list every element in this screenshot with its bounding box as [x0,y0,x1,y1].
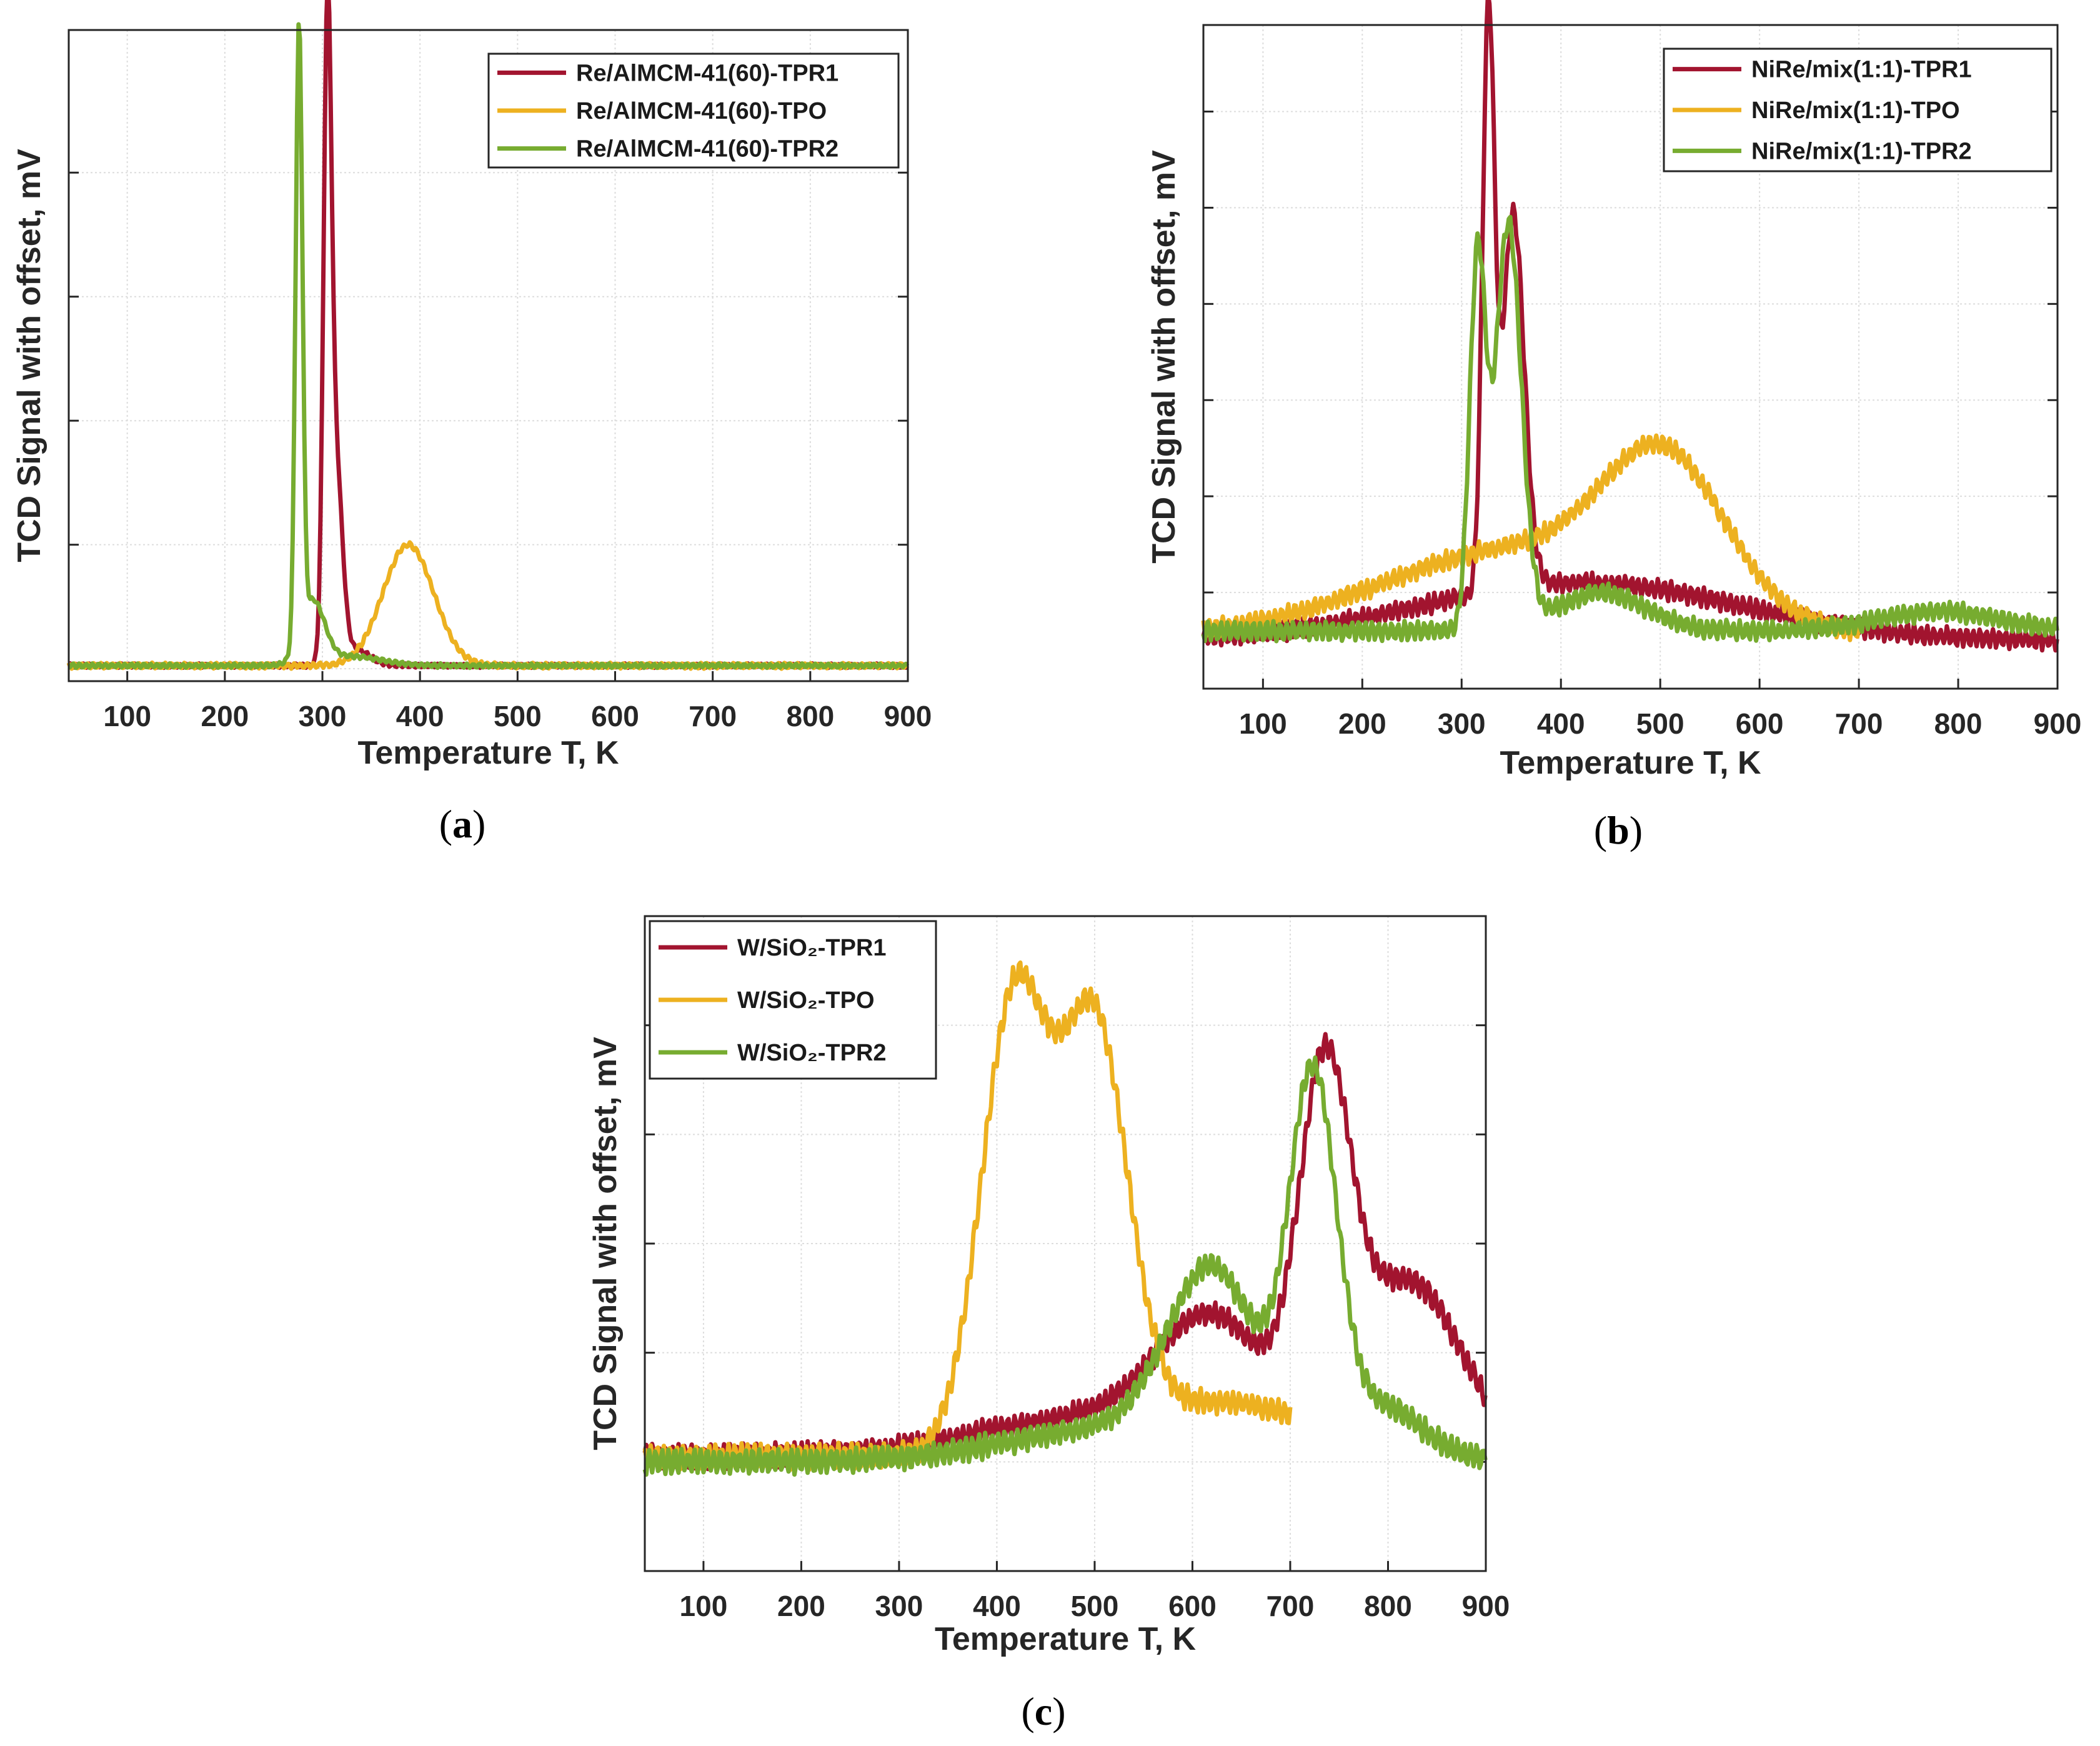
y-axis-label: TCD Signal with offset, mV [1146,150,1182,564]
x-axis-label: Temperature T, K [1500,745,1761,781]
y-axis-label: TCD Signal with offset, mV [11,149,47,562]
legend-label: W/SiO₂-TPR2 [737,1040,887,1066]
x-tick-label: 800 [786,700,834,732]
legend-label: Re/AlMCM-41(60)-TPO [576,98,827,124]
x-tick-label: 500 [1636,707,1684,740]
series-line-tpr2 [1201,214,2059,644]
series-line-tpo [66,540,909,671]
x-tick-label: 200 [777,1590,825,1622]
y-axis-label: TCD Signal with offset, mV [587,1037,624,1450]
x-tick-label: 600 [1168,1590,1217,1622]
x-tick-label: 400 [973,1590,1021,1622]
series-line-tpr1 [642,1032,1488,1472]
chart-b: 100 200 300 400 500 600 700 800 900 Temperature T… [1146,0,2081,852]
plot-frame [644,915,1487,1572]
x-tick-label: 100 [103,700,151,732]
x-tick-label: 500 [1071,1590,1119,1622]
x-tick-label: 800 [1934,707,1983,740]
legend-label: Re/AlMCM-41(60)-TPR2 [576,136,839,162]
x-tick-label: 700 [1835,707,1883,740]
x-tick-label: 900 [1462,1590,1510,1622]
series-line-tpr2 [67,22,910,671]
panel-label: (a) [439,802,486,846]
legend-label: W/SiO₂-TPO [737,987,875,1014]
chart-a: 100 200 300 400 500 600 700 800 900 Temperature T… [11,0,932,846]
legend-label: W/SiO₂-TPR1 [737,935,887,961]
x-tick-label: 100 [680,1590,728,1622]
x-tick-label: 700 [1266,1590,1315,1622]
x-tick-label: 100 [1239,707,1287,740]
legend-label: NiRe/mix(1:1)-TPO [1751,97,1960,124]
panel-label: (b) [1594,808,1643,852]
x-tick-label: 200 [201,700,249,732]
plot-frame [1202,24,2059,690]
series-line-tpr2 [642,1055,1488,1477]
x-tick-label: 400 [396,700,444,732]
legend: Re/AlMCM-41(60)-TPR1 Re/AlMCM-41(60)-TPO R… [487,52,900,169]
x-tick-label: 300 [875,1590,923,1622]
chart-c: 100 200 300 400 500 600 700 800 900 Temperature T… [587,915,1510,1734]
x-tick-label: 300 [1438,707,1486,740]
x-tick-label: 400 [1537,707,1585,740]
legend-label: NiRe/mix(1:1)-TPR2 [1751,138,1972,164]
x-tick-label: 800 [1364,1590,1412,1622]
x-tick-label: 600 [1736,707,1784,740]
legend: NiRe/mix(1:1)-TPR1 NiRe/mix(1:1)-TPO NiRe/… [1663,47,2053,172]
legend: W/SiO₂-TPR1 W/SiO₂-TPO W/SiO₂-TPR2 [649,920,937,1080]
x-tick-label: 600 [591,700,639,732]
x-tick-label: 900 [2034,707,2082,740]
x-tick-label: 200 [1338,707,1386,740]
x-tick-label: 500 [494,700,542,732]
x-tick-label: 700 [689,700,737,732]
panel-label: (c) [1021,1689,1065,1734]
plot-frame [67,29,909,682]
x-axis-label: Temperature T, K [357,735,619,771]
legend-label: NiRe/mix(1:1)-TPR1 [1751,57,1972,83]
x-axis-label: Temperature T, K [935,1621,1196,1657]
x-tick-label: 300 [299,700,347,732]
legend-label: Re/AlMCM-41(60)-TPR1 [576,60,839,86]
x-tick-label: 900 [884,700,932,732]
